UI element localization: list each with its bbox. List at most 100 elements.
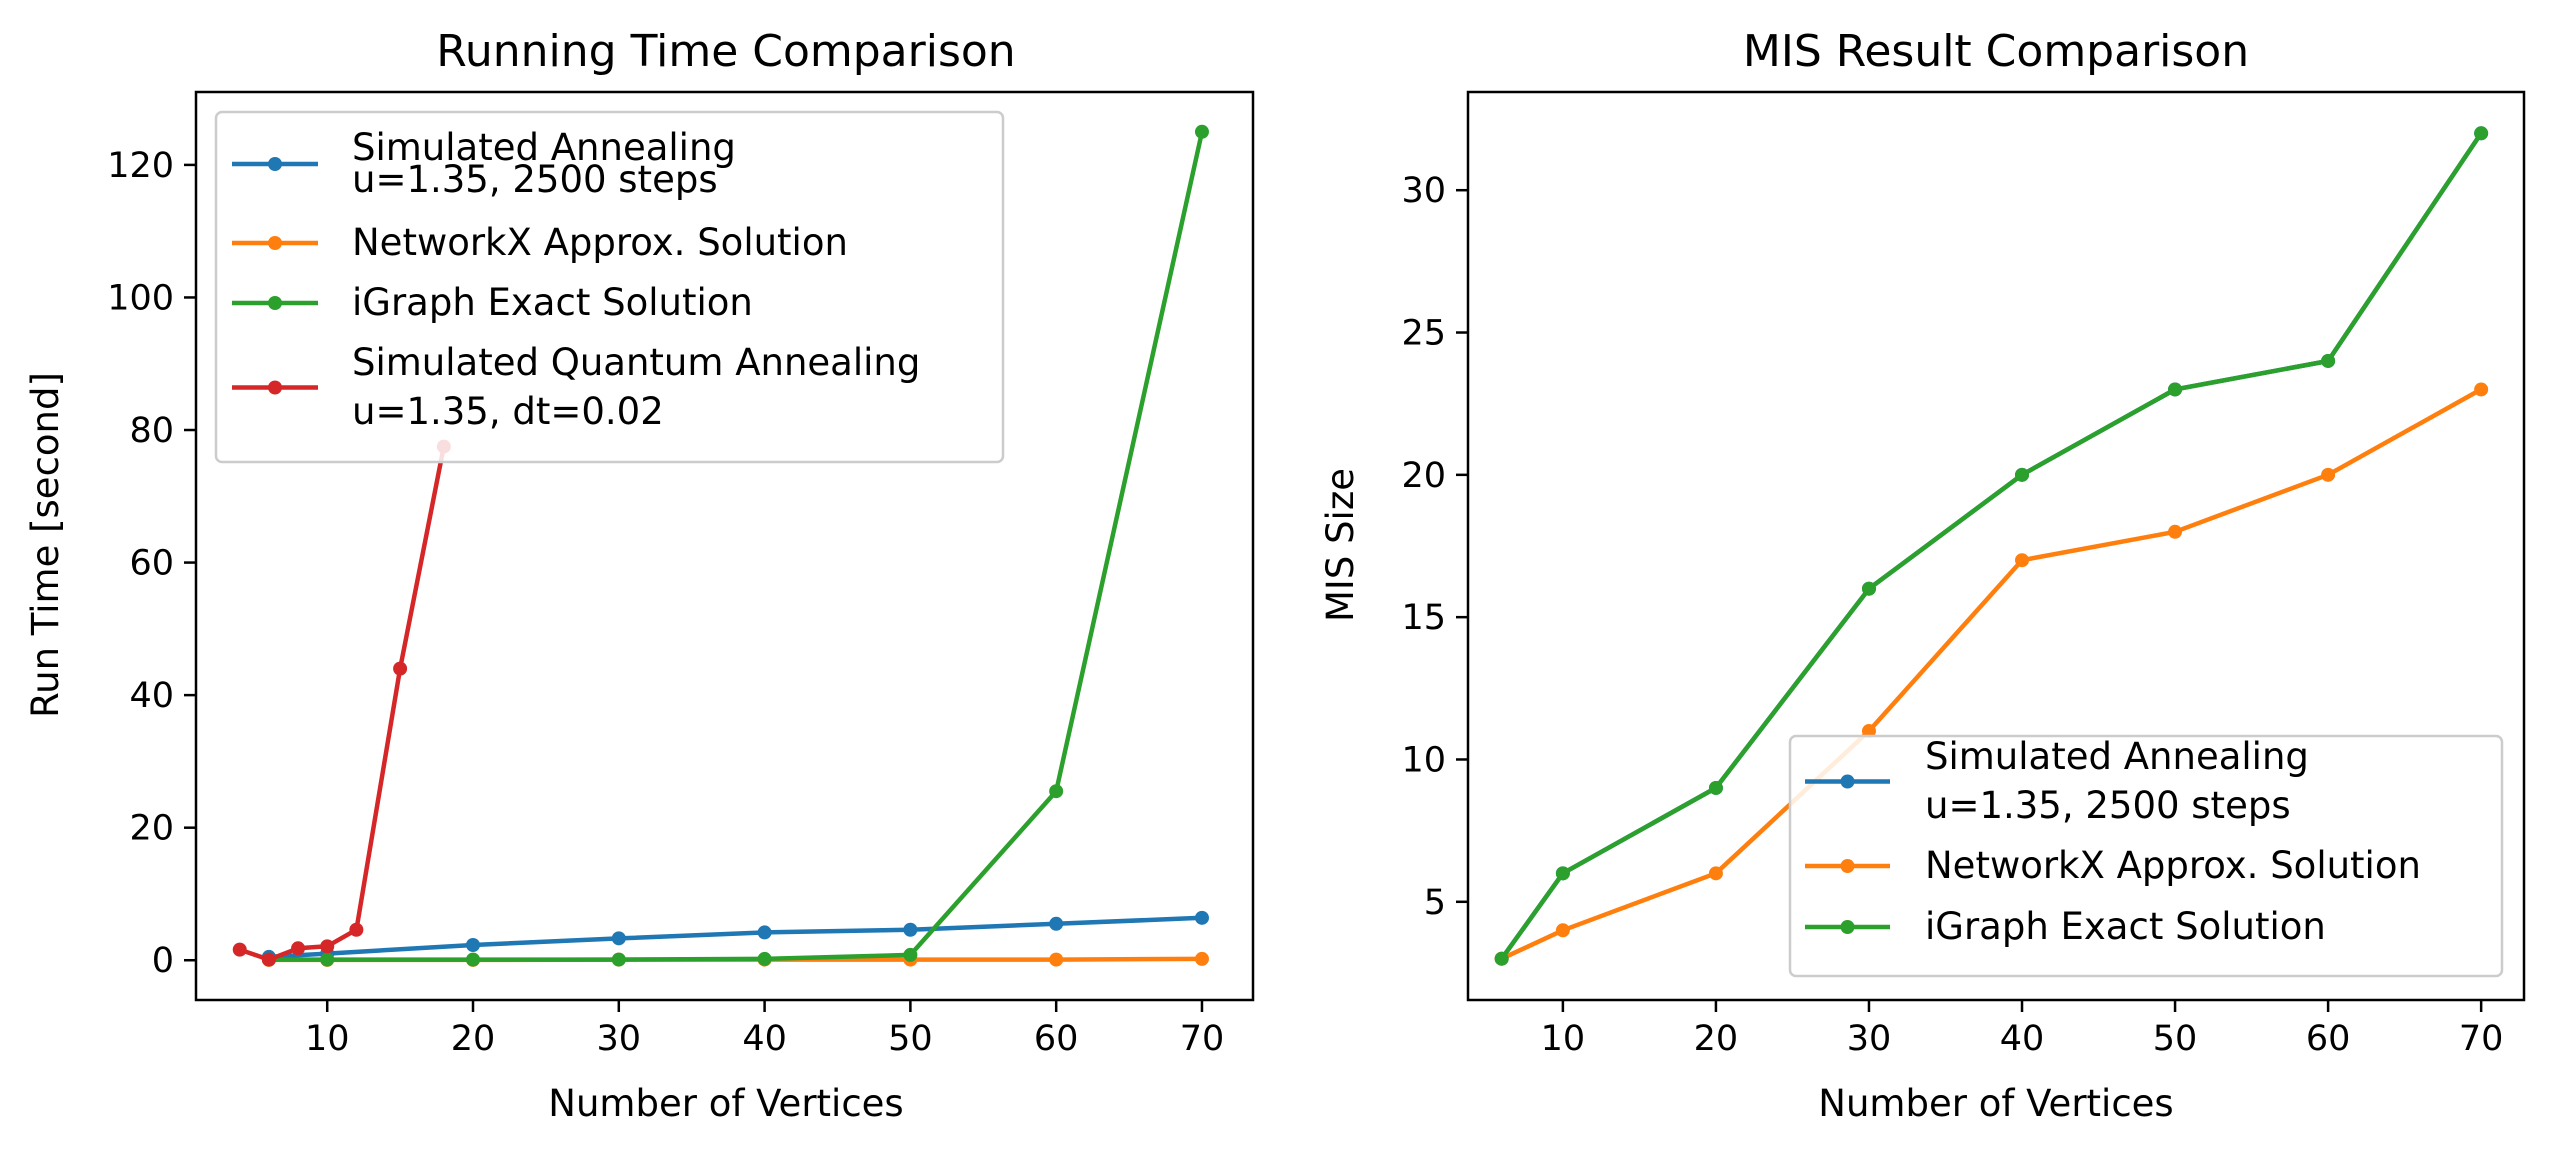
x-tick-label: 10 <box>1541 1019 1586 1059</box>
y-tick-label: 0 <box>152 941 174 981</box>
x-tick-label: 10 <box>305 1019 350 1059</box>
data-point <box>466 937 481 952</box>
data-point <box>1555 866 1570 881</box>
y-axis-label: Run Time [second] <box>24 372 67 718</box>
data-point <box>2321 353 2336 368</box>
data-point <box>1049 784 1064 799</box>
y-tick-label: 15 <box>1401 598 1446 638</box>
y-tick-label: 10 <box>1401 740 1446 780</box>
data-point <box>1861 724 1876 739</box>
y-tick-label: 25 <box>1401 314 1446 354</box>
legend-label: u=1.35, 2500 steps <box>352 158 718 201</box>
legend-label: Simulated Annealing <box>1925 735 2309 778</box>
data-point <box>320 939 335 954</box>
data-point <box>1049 952 1064 967</box>
data-point <box>2474 126 2489 141</box>
legend-label: NetworkX Approx. Solution <box>352 221 848 264</box>
mis-result-chart: MIS Result Comparison Number of Vertices… <box>1319 26 2526 1125</box>
legend-label: iGraph Exact Solution <box>352 281 753 324</box>
legend-frame <box>214 110 1005 464</box>
x-tick-label: 40 <box>2000 1019 2045 1059</box>
data-point <box>466 952 481 967</box>
data-point <box>903 922 918 937</box>
data-point <box>1194 124 1209 139</box>
data-point <box>2015 553 2030 568</box>
data-point <box>2321 467 2336 482</box>
x-axis-label: Number of Vertices <box>1818 1082 2173 1125</box>
data-point <box>757 925 772 940</box>
legend: Simulated Annealing u=1.35, 2500 steps Net… <box>1788 734 2504 978</box>
data-point <box>2474 382 2489 397</box>
x-tick-label: 70 <box>1180 1019 1225 1059</box>
running-time-chart: Running Time Comparison Number of Vertic… <box>24 26 1255 1125</box>
chart-title: Running Time Comparison <box>436 26 1015 77</box>
legend-marker <box>268 157 282 171</box>
x-tick-label: 60 <box>1034 1019 1079 1059</box>
data-point <box>1861 581 1876 596</box>
x-tick-label: 40 <box>742 1019 787 1059</box>
y-tick-label: 80 <box>129 411 174 451</box>
y-tick-label: 100 <box>107 278 174 318</box>
x-tick-label: 30 <box>1847 1019 1892 1059</box>
data-point <box>2015 467 2030 482</box>
data-point <box>261 952 276 967</box>
legend-marker <box>1840 920 1855 934</box>
legend-label: u=1.35, 2500 steps <box>1925 784 2291 827</box>
plot-area: 10 20 30 40 50 60 70 5 10 15 20 25 30 Simulated Annea… <box>1401 90 2526 1059</box>
y-tick-label: 60 <box>129 544 174 584</box>
x-tick-label: 70 <box>2459 1019 2504 1059</box>
legend-marker <box>1840 774 1855 789</box>
data-point <box>393 661 408 676</box>
data-point <box>1555 923 1570 938</box>
data-point <box>349 922 364 937</box>
legend-marker <box>268 380 282 395</box>
data-point <box>903 947 918 962</box>
x-tick-label: 20 <box>1694 1019 1739 1059</box>
data-point <box>2168 524 2183 539</box>
data-point <box>611 931 626 946</box>
data-point <box>611 952 626 967</box>
data-point <box>2168 382 2183 397</box>
x-axis-label: Number of Vertices <box>548 1082 903 1125</box>
legend-label: iGraph Exact Solution <box>1925 905 2326 948</box>
y-axis-label: MIS Size <box>1319 468 1362 622</box>
x-tick-label: 50 <box>888 1019 933 1059</box>
data-point <box>291 941 306 956</box>
data-point <box>1494 951 1509 966</box>
chart-title: MIS Result Comparison <box>1743 26 2249 77</box>
y-tick-label: 40 <box>129 676 174 716</box>
y-tick-label: 20 <box>1401 456 1446 496</box>
data-point <box>320 952 335 967</box>
legend-label: u=1.35, dt=0.02 <box>352 390 664 433</box>
series-line-0 <box>268 915 1203 960</box>
data-point <box>757 951 772 966</box>
y-tick-label: 30 <box>1401 171 1446 211</box>
axes-frame <box>194 90 1255 1002</box>
legend-label: Simulated Annealing <box>352 126 736 169</box>
series-line-1 <box>1500 387 2483 961</box>
data-point <box>1049 916 1064 931</box>
data-point <box>1708 866 1723 881</box>
series-line-2 <box>268 131 1205 962</box>
data-point <box>1194 951 1209 966</box>
y-tick-label: 120 <box>107 146 174 186</box>
axes-frame <box>1466 90 2526 1002</box>
plot-area: 10 20 30 40 50 60 70 0 20 40 60 80 100 120 Simulated A… <box>107 90 1255 1059</box>
x-tick-label: 30 <box>597 1019 642 1059</box>
legend-label: Simulated Quantum Annealing <box>352 341 920 384</box>
legend-marker <box>268 296 282 310</box>
x-tick-label: 20 <box>451 1019 496 1059</box>
series-line-2 <box>1499 132 2483 961</box>
x-tick-label: 50 <box>2153 1019 2198 1059</box>
data-point <box>1708 780 1723 795</box>
x-tick-label: 60 <box>2306 1019 2351 1059</box>
y-tick-label: 5 <box>1424 883 1446 923</box>
legend-marker <box>1840 859 1855 873</box>
data-point <box>232 942 247 957</box>
legend-frame <box>1788 734 2504 978</box>
y-tick-label: 20 <box>129 809 174 849</box>
legend-label: NetworkX Approx. Solution <box>1925 844 2421 887</box>
legend-marker <box>268 236 282 250</box>
